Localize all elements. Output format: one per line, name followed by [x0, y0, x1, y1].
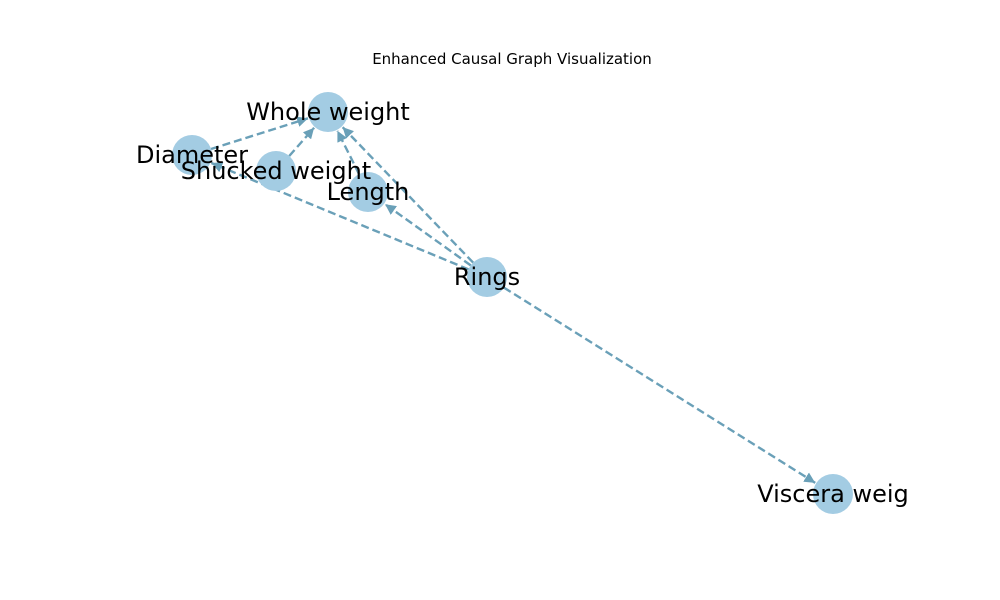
- node-viscera_weight: [813, 474, 853, 514]
- node-label-viscera_weight: Viscera weig: [757, 480, 909, 508]
- edges-layer: [210, 116, 816, 484]
- edge-length-to-whole_weight: [336, 130, 361, 175]
- node-rings: [467, 257, 507, 297]
- edge-rings-to-viscera_weight: [503, 286, 816, 484]
- node-label-shucked_weight: Shucked weight: [181, 157, 371, 185]
- node-label-length: Length: [327, 178, 410, 206]
- edge-shucked_weight-to-whole_weight: [288, 126, 316, 157]
- node-shucked_weight: [256, 151, 296, 191]
- edge-diameter-to-whole_weight: [210, 116, 309, 151]
- nodes-layer: [172, 92, 853, 514]
- node-whole_weight: [308, 92, 348, 132]
- graph-title: Enhanced Causal Graph Visualization: [372, 50, 652, 68]
- node-label-rings: Rings: [454, 263, 520, 291]
- edge-rings-to-whole_weight: [341, 126, 474, 264]
- node-diameter: [172, 135, 212, 175]
- node-label-whole_weight: Whole weight: [246, 98, 410, 126]
- node-label-diameter: Diameter: [136, 141, 248, 169]
- edge-rings-to-diameter: [210, 161, 469, 271]
- edge-rings-to-length: [384, 203, 472, 267]
- node-length: [348, 172, 388, 212]
